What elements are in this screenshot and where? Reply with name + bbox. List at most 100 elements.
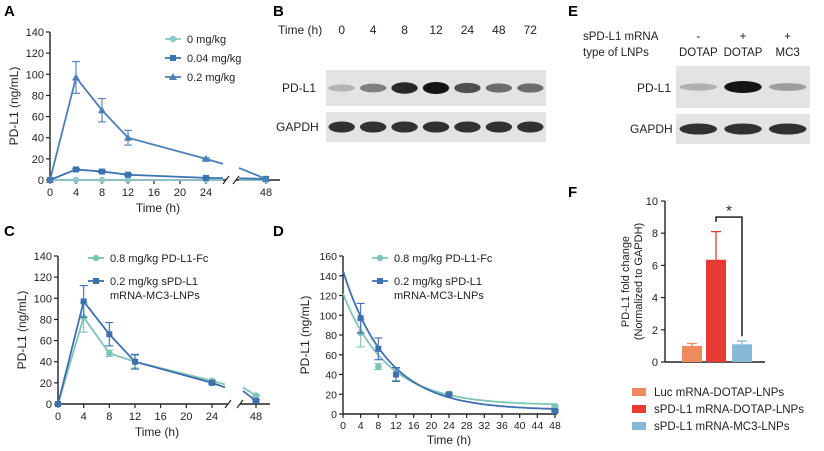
condition-label: + <box>740 31 747 43</box>
fit-curve <box>343 294 555 405</box>
data-point <box>203 175 209 181</box>
time-label: Time (h) <box>278 23 322 37</box>
y-tick-label: 120 <box>26 48 44 60</box>
blot-band <box>391 82 417 93</box>
legend-label: sPD-L1 mRNA-DOTAP-LNPs <box>654 404 804 416</box>
data-point <box>209 380 215 386</box>
pdl1-blot <box>326 70 546 106</box>
x-tick-label: 20 <box>425 420 437 432</box>
blot-band <box>329 84 355 91</box>
y-tick-label: 160 <box>319 251 337 263</box>
x-tick-label: 28 <box>461 420 473 432</box>
x-tick-label: 8 <box>106 411 112 423</box>
bar <box>682 346 702 362</box>
x-tick-label: 20 <box>180 411 192 423</box>
legend-label: 0 mg/kg <box>187 34 226 46</box>
panel-letter-b: B <box>273 3 284 20</box>
data-point <box>446 391 452 397</box>
legend-item: Luc mRNA-DOTAP-LNPs <box>632 387 784 399</box>
x-tick-label: 8 <box>99 187 105 199</box>
x-tick-label: 48 <box>260 187 272 199</box>
x-tick-label: 32 <box>478 420 490 432</box>
y-tick-label: 4 <box>652 293 658 305</box>
legend-item: sPD-L1 mRNA-DOTAP-LNPs <box>632 404 804 416</box>
x-tick-label: 40 <box>514 420 526 432</box>
bar <box>706 260 726 362</box>
y-tick-label: 80 <box>32 90 44 102</box>
blot-band <box>454 83 480 93</box>
y-axis-label-line: PD-L1 fold change <box>620 236 632 327</box>
legend-label: 0.2 mg/kg sPD-L1 <box>110 276 198 288</box>
legend-item: 0.8 mg/kg PD-L1-Fc <box>88 253 209 265</box>
panel-letter-f: F <box>568 184 577 201</box>
row-label: GAPDH <box>630 122 673 136</box>
x-tick-label: 0 <box>55 411 61 423</box>
bar <box>732 344 752 362</box>
significance-star: * <box>726 202 732 219</box>
y-tick-label: 6 <box>652 260 658 272</box>
panel-letter-a: A <box>4 3 15 20</box>
legend-label: 0.8 mg/kg PD-L1-Fc <box>110 253 209 265</box>
x-tick-label: 12 <box>129 411 141 423</box>
y-axis-label: PD-L1 (ng/mL) <box>7 67 21 146</box>
blot-band <box>454 121 480 132</box>
blot-band <box>329 121 355 132</box>
y-tick-label: 8 <box>652 228 658 240</box>
gapdh-blot <box>326 112 546 142</box>
y-axis-label: PD-L1 fold change(Normalized to GAPDH) <box>620 223 645 340</box>
y-tick-label: 2 <box>652 325 658 337</box>
y-tick-label: 60 <box>32 112 44 124</box>
series-line <box>239 168 266 179</box>
lane-label: 24 <box>461 23 475 37</box>
row-label: type of LNPs <box>583 47 649 59</box>
y-tick-label: 0 <box>652 357 658 369</box>
blot-band <box>423 82 449 94</box>
y-tick-label: 20 <box>40 378 52 390</box>
x-axis-label: Time (h) <box>136 201 180 215</box>
x-tick-label: 24 <box>200 187 212 199</box>
data-point <box>375 346 381 352</box>
panel-letter-e: E <box>568 3 578 20</box>
blot-band <box>680 83 718 90</box>
y-tick-label: 40 <box>40 357 52 369</box>
blot-band <box>769 123 807 134</box>
legend-label: 0.04 mg/kg <box>187 53 241 65</box>
legend-marker <box>170 36 176 42</box>
y-tick-label: 0 <box>38 175 44 187</box>
x-tick-label: 48 <box>549 420 561 432</box>
gapdh-blot <box>676 114 810 144</box>
data-point <box>55 401 61 407</box>
y-tick-label: 60 <box>325 350 337 362</box>
lane-label: 12 <box>429 23 443 37</box>
y-tick-label: 100 <box>319 310 337 322</box>
y-axis-label: PD-L1 (ng/mL) <box>298 296 312 375</box>
y-tick-label: 80 <box>40 314 52 326</box>
data-point <box>106 350 112 356</box>
x-tick-label: 44 <box>531 420 543 432</box>
x-tick-label: 16 <box>155 411 167 423</box>
y-tick-label: 100 <box>26 69 44 81</box>
data-point <box>73 177 79 183</box>
blot-band <box>517 83 543 92</box>
legend-label: 0.2 mg/kg sPD-L1 <box>394 276 482 288</box>
y-tick-label: 120 <box>34 272 52 284</box>
blot-band <box>517 121 543 132</box>
y-tick-label: 40 <box>32 133 44 145</box>
legend-item: 0 mg/kg <box>165 34 226 46</box>
legend-item: 0.04 mg/kg <box>165 53 241 65</box>
y-tick-label: 80 <box>325 330 337 342</box>
row-label: PD-L1 <box>637 81 671 95</box>
x-tick-label: 4 <box>73 187 79 199</box>
lane-label: 8 <box>401 23 408 37</box>
row-label: PD-L1 <box>282 81 316 95</box>
legend-swatch <box>632 388 646 396</box>
data-point <box>99 177 105 183</box>
y-tick-label: 20 <box>32 154 44 166</box>
x-tick-label: 16 <box>148 187 160 199</box>
